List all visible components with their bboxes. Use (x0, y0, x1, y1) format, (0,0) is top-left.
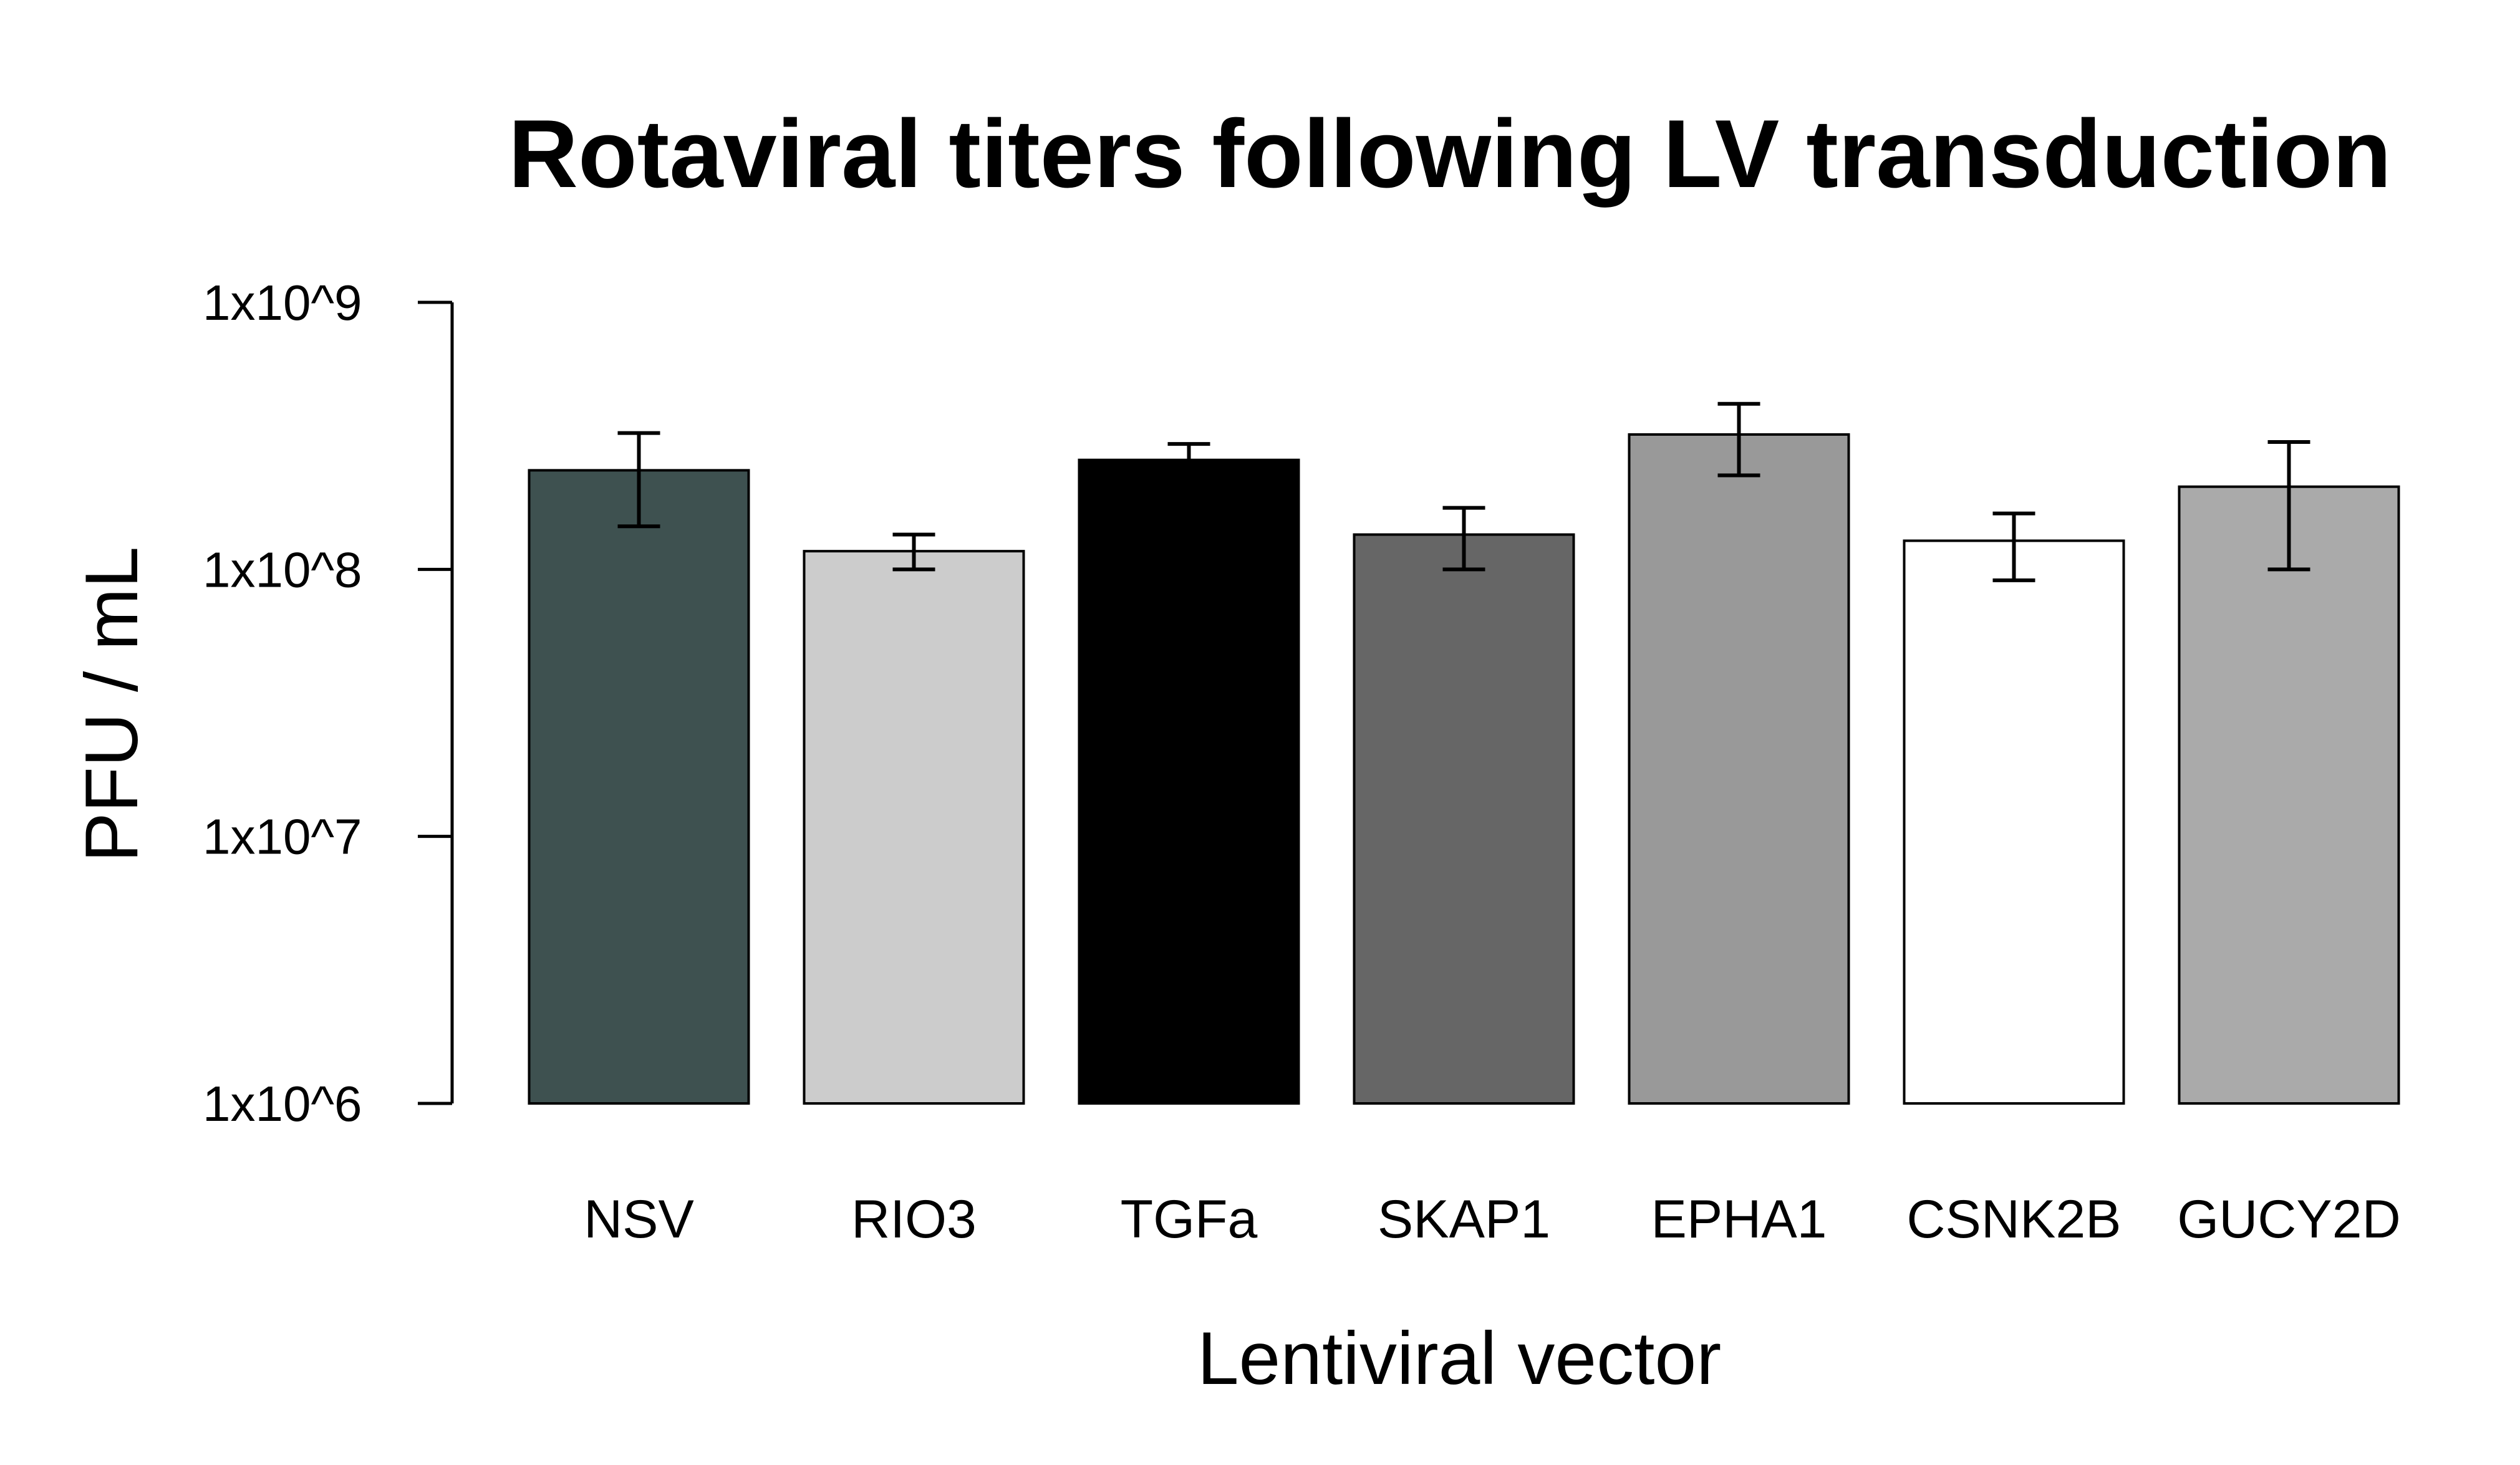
bar-nsv (528, 469, 750, 1105)
bar-csnk2b (1903, 539, 2125, 1105)
bar-rio3 (803, 550, 1025, 1105)
bar-skap1 (1353, 533, 1575, 1105)
chart-title: Rotaviral titers following LV transducti… (508, 100, 2392, 208)
bars-group (528, 433, 2400, 1105)
y-axis-title: PFU / mL (70, 547, 153, 863)
bar-epha1 (1628, 433, 1850, 1105)
error-bars-group (617, 401, 2310, 582)
y-tick-label: 1x10^8 (203, 542, 362, 597)
x-tick-label-csnk2b: CSNK2B (1906, 1189, 2121, 1249)
bar-gucy2d (2178, 485, 2400, 1105)
x-tick-label-epha1: EPHA1 (1651, 1189, 1827, 1249)
x-tick-label-gucy2d: GUCY2D (2177, 1189, 2400, 1249)
x-tick-label-rio3: RIO3 (851, 1189, 977, 1249)
y-tick-label: 1x10^9 (203, 275, 362, 330)
x-tick-label-tgfa: TGFa (1121, 1189, 1258, 1249)
bar-tgfa (1078, 458, 1300, 1105)
x-tick-label-skap1: SKAP1 (1378, 1189, 1550, 1249)
y-axis: 1x10^6 1x10^7 1x10^8 1x10^9 (203, 275, 454, 1131)
y-tick-label: 1x10^7 (203, 809, 362, 865)
x-tick-labels: NSV RIO3 TGFa SKAP1 EPHA1 CSNK2B GUCY2D (584, 1189, 2401, 1249)
y-tick-label: 1x10^6 (203, 1076, 362, 1131)
x-tick-label-nsv: NSV (584, 1189, 694, 1249)
x-axis-title: Lentiviral vector (1197, 1317, 1721, 1400)
